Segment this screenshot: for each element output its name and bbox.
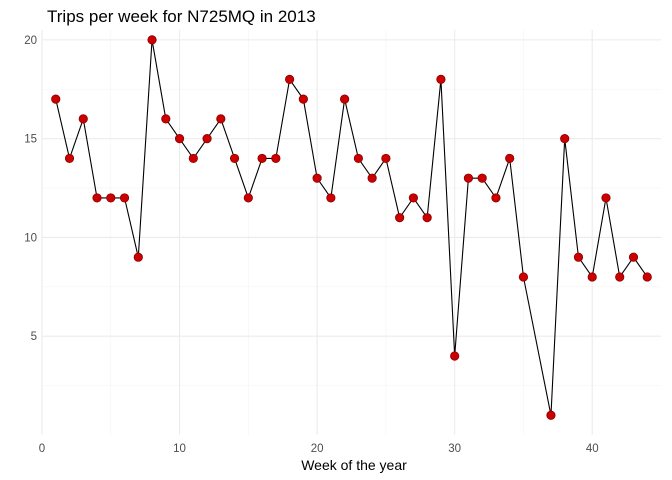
data-point bbox=[92, 193, 102, 203]
data-point bbox=[284, 74, 295, 84]
data-point bbox=[546, 410, 556, 420]
x-axis-title: Week of the year bbox=[301, 457, 407, 473]
data-point bbox=[560, 134, 570, 144]
data-point bbox=[463, 173, 474, 183]
data-point bbox=[174, 134, 185, 144]
data-point bbox=[491, 193, 501, 203]
data-point bbox=[216, 114, 226, 124]
data-point bbox=[51, 94, 61, 104]
axis-ticks: 0 10 20 30 40 5 10 15 20 bbox=[24, 35, 598, 455]
data-point bbox=[353, 153, 363, 164]
data-point bbox=[243, 193, 253, 203]
data-point bbox=[408, 193, 418, 203]
data-point bbox=[202, 134, 212, 144]
data-point bbox=[326, 193, 336, 203]
x-tick-label: 0 bbox=[39, 443, 45, 455]
data-point bbox=[505, 153, 515, 164]
data-point bbox=[615, 272, 625, 282]
data-point bbox=[133, 252, 143, 262]
data-point bbox=[78, 114, 88, 124]
y-tick-label: 10 bbox=[24, 232, 37, 244]
data-point bbox=[147, 35, 157, 45]
y-tick-label: 5 bbox=[31, 331, 37, 343]
data-point bbox=[587, 272, 597, 282]
data-point bbox=[573, 252, 584, 262]
x-tick-label: 20 bbox=[311, 443, 324, 455]
data-point bbox=[628, 252, 639, 262]
data-point bbox=[477, 173, 487, 183]
x-tick-label: 40 bbox=[586, 443, 599, 455]
data-point bbox=[64, 153, 75, 164]
data-point bbox=[119, 193, 130, 203]
data-point bbox=[601, 193, 611, 203]
data-point bbox=[518, 272, 529, 282]
series-line bbox=[55, 39, 648, 416]
data-series bbox=[51, 35, 652, 420]
data-point bbox=[422, 213, 432, 223]
data-point bbox=[188, 153, 198, 164]
data-point bbox=[161, 114, 171, 124]
data-point bbox=[642, 272, 652, 282]
data-point bbox=[450, 351, 460, 361]
data-point bbox=[340, 94, 350, 104]
data-point bbox=[298, 94, 308, 104]
data-point bbox=[312, 173, 322, 183]
data-point bbox=[106, 193, 116, 203]
data-point bbox=[367, 173, 377, 183]
plot-grid bbox=[41, 30, 661, 435]
data-point bbox=[257, 153, 267, 164]
y-tick-label: 15 bbox=[24, 134, 37, 146]
data-point bbox=[271, 153, 281, 164]
x-tick-label: 10 bbox=[173, 443, 186, 455]
data-point bbox=[229, 153, 240, 164]
x-tick-label: 30 bbox=[448, 443, 461, 455]
data-point bbox=[395, 213, 405, 223]
y-tick-label: 20 bbox=[24, 35, 37, 47]
data-point bbox=[381, 153, 391, 164]
chart-title: Trips per week for N725MQ in 2013 bbox=[47, 7, 316, 26]
data-point bbox=[436, 74, 446, 84]
